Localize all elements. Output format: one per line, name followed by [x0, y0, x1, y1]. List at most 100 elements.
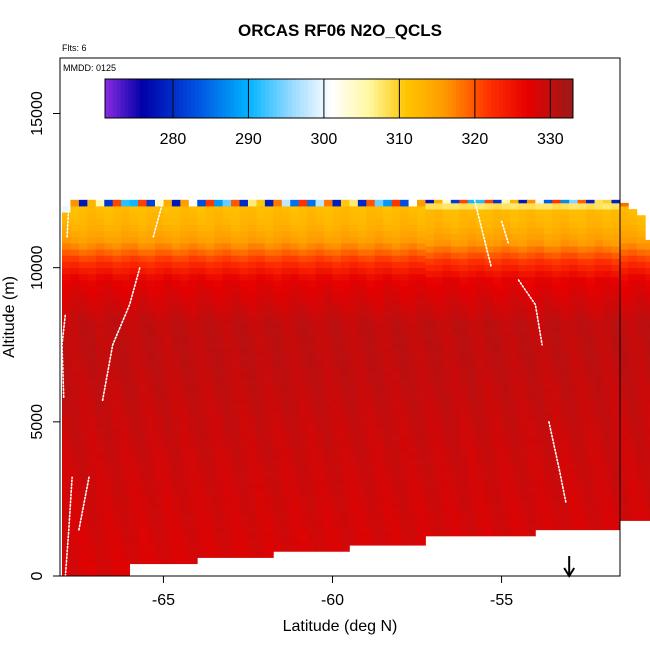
- heatmap-cell: [307, 224, 316, 232]
- heatmap-cell: [603, 350, 612, 358]
- heatmap-cell: [315, 224, 325, 232]
- heatmap-cell: [239, 508, 249, 515]
- heatmap-cell: [95, 243, 105, 250]
- heatmap-cell: [78, 477, 88, 484]
- heatmap-cell: [603, 264, 612, 272]
- heatmap-cell: [87, 526, 97, 534]
- heatmap-cell: [543, 523, 553, 531]
- heatmap-cell: [264, 261, 274, 269]
- heatmap-cell: [577, 295, 587, 302]
- heatmap-cell: [467, 418, 477, 426]
- heatmap-cell: [526, 394, 536, 401]
- heatmap-cell: [188, 551, 198, 558]
- heatmap-cell: [417, 495, 426, 503]
- heatmap-cell: [146, 440, 156, 447]
- heatmap-cell: [129, 261, 139, 269]
- heatmap-cell: [535, 326, 545, 333]
- heatmap-cell: [70, 199, 80, 207]
- heatmap-cell: [594, 406, 604, 413]
- colorbar-segment: [327, 79, 332, 118]
- heatmap-cell: [611, 511, 621, 518]
- heatmap-cell: [645, 391, 650, 398]
- heatmap-cell: [391, 206, 401, 213]
- heatmap-cell: [501, 344, 511, 352]
- heatmap-cell: [298, 212, 308, 219]
- heatmap-cell: [493, 350, 502, 358]
- heatmap-cell: [391, 243, 401, 250]
- heatmap-cell: [121, 261, 131, 269]
- heatmap-cell: [518, 221, 528, 228]
- heatmap-cell: [459, 418, 469, 426]
- heatmap-cell: [138, 341, 147, 349]
- heatmap-cell: [459, 344, 469, 352]
- heatmap-cell: [594, 276, 604, 284]
- heatmap-cell: [450, 270, 460, 278]
- heatmap-cell: [433, 264, 443, 272]
- heatmap-cell: [171, 415, 181, 423]
- heatmap-cell: [112, 354, 122, 361]
- heatmap-cell: [594, 375, 604, 383]
- heatmap-cell: [408, 415, 418, 423]
- heatmap-cell: [163, 403, 173, 410]
- heatmap-cell: [560, 511, 570, 518]
- heatmap-cell: [315, 428, 325, 435]
- heatmap-cell: [273, 304, 283, 312]
- heatmap-cell: [298, 489, 308, 497]
- heatmap-cell: [400, 415, 409, 423]
- heatmap-cell: [619, 471, 629, 478]
- heatmap-cell: [87, 428, 97, 435]
- heatmap-cell: [247, 347, 257, 355]
- heatmap-cell: [298, 286, 308, 293]
- heatmap-cell: [104, 446, 114, 454]
- heatmap-cell: [307, 391, 316, 398]
- heatmap-cell: [121, 520, 131, 528]
- heatmap-cell: [154, 255, 164, 262]
- heatmap-cell: [222, 421, 232, 429]
- heatmap-cell: [425, 338, 435, 346]
- heatmap-cell: [197, 551, 207, 558]
- heatmap-cell: [332, 323, 342, 330]
- heatmap-cell: [383, 236, 393, 244]
- heatmap-cell: [467, 369, 477, 376]
- heatmap-cell: [231, 514, 240, 521]
- heatmap-cell: [442, 350, 452, 358]
- heatmap-cell: [535, 202, 545, 210]
- heatmap-cell: [332, 224, 342, 232]
- heatmap-cell: [239, 199, 249, 207]
- heatmap-cell: [154, 403, 164, 410]
- heatmap-cell: [281, 477, 291, 484]
- heatmap-cell: [95, 421, 105, 429]
- heatmap-cell: [222, 206, 232, 213]
- heatmap-cell: [501, 320, 511, 327]
- heatmap-cell: [611, 363, 621, 370]
- heatmap-cell: [450, 474, 460, 481]
- x-tick-label: -65: [152, 592, 175, 609]
- heatmap-cell: [197, 440, 207, 447]
- heatmap-cell: [484, 412, 494, 420]
- heatmap-cell: [104, 391, 114, 398]
- heatmap-cell: [214, 483, 224, 491]
- heatmap-cell: [112, 539, 122, 546]
- heatmap-cell: [450, 350, 460, 358]
- heatmap-cell: [163, 317, 173, 324]
- heatmap-cell: [645, 360, 650, 367]
- heatmap-cell: [273, 218, 283, 225]
- heatmap-cell: [239, 236, 249, 244]
- heatmap-cell: [205, 415, 215, 423]
- heatmap-cell: [324, 446, 333, 454]
- heatmap-cell: [349, 261, 359, 269]
- heatmap-cell: [62, 341, 71, 349]
- heatmap-cell: [450, 412, 460, 420]
- heatmap-cell: [357, 415, 367, 423]
- heatmap-cell: [374, 273, 384, 281]
- heatmap-cell: [366, 230, 376, 238]
- heatmap-cell: [62, 218, 71, 225]
- heatmap-cell: [340, 206, 350, 213]
- heatmap-cell: [154, 317, 164, 324]
- heatmap-cell: [518, 369, 528, 376]
- heatmap-cell: [163, 452, 173, 460]
- heatmap-cell: [307, 434, 316, 441]
- heatmap-cell: [138, 267, 147, 275]
- heatmap-cell: [222, 440, 232, 447]
- heatmap-cell: [366, 372, 376, 380]
